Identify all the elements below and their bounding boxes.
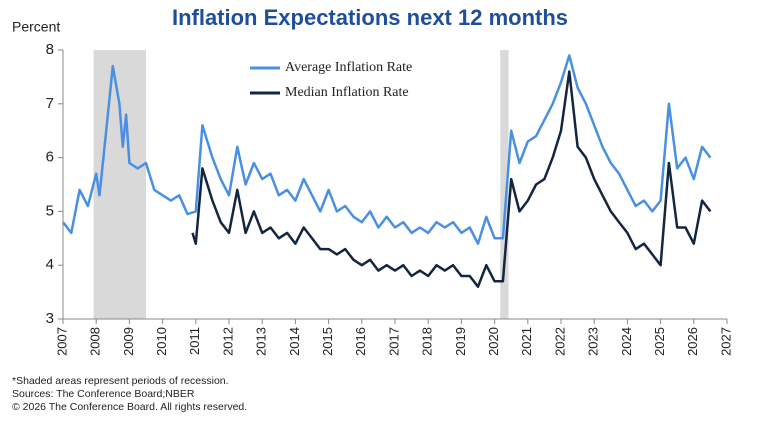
x-tick-label: 2016 bbox=[353, 327, 368, 356]
legend-label: Average Inflation Rate bbox=[285, 60, 412, 75]
x-tick-label: 2020 bbox=[486, 327, 501, 356]
x-tick-label: 2027 bbox=[718, 327, 733, 356]
x-tick-label: 2012 bbox=[220, 327, 235, 356]
x-tick-label: 2007 bbox=[54, 327, 69, 356]
x-tick-label: 2008 bbox=[88, 327, 103, 356]
recession-band bbox=[500, 50, 509, 319]
x-tick-label: 2017 bbox=[386, 327, 401, 356]
x-tick-label: 2023 bbox=[586, 327, 601, 356]
footnote: Sources: The Conference Board;NBER bbox=[12, 388, 195, 400]
x-tick-label: 2025 bbox=[652, 327, 667, 356]
x-tick-label: 2021 bbox=[519, 327, 534, 356]
x-tick-label: 2011 bbox=[187, 327, 202, 355]
x-tick-label: 2009 bbox=[121, 327, 136, 356]
legend-label: Median Inflation Rate bbox=[285, 85, 409, 100]
series-line bbox=[191, 70, 712, 288]
y-tick-label: 4 bbox=[46, 256, 54, 273]
y-tick-label: 3 bbox=[46, 310, 54, 327]
x-tick-label: 2024 bbox=[619, 327, 634, 356]
y-axis-label: Percent bbox=[12, 19, 60, 35]
x-tick-label: 2013 bbox=[254, 327, 269, 356]
x-tick-label: 2010 bbox=[154, 327, 169, 356]
y-tick-label: 8 bbox=[46, 41, 54, 58]
y-tick-label: 7 bbox=[46, 95, 54, 112]
x-tick-label: 2014 bbox=[287, 327, 302, 356]
x-tick-label: 2026 bbox=[685, 327, 700, 356]
x-tick-label: 2022 bbox=[552, 327, 567, 356]
y-tick-label: 6 bbox=[46, 149, 54, 166]
y-tick-label: 5 bbox=[46, 202, 54, 219]
recession-band bbox=[93, 50, 146, 319]
series-line bbox=[62, 54, 712, 245]
x-tick-label: 2015 bbox=[320, 327, 335, 356]
footnote: *Shaded areas represent periods of reces… bbox=[12, 375, 229, 387]
x-tick-label: 2019 bbox=[453, 327, 468, 356]
footnote: © 2026 The Conference Board. All rights … bbox=[12, 401, 247, 413]
x-tick-label: 2018 bbox=[420, 327, 435, 356]
chart-title: Inflation Expectations next 12 months bbox=[172, 5, 568, 30]
